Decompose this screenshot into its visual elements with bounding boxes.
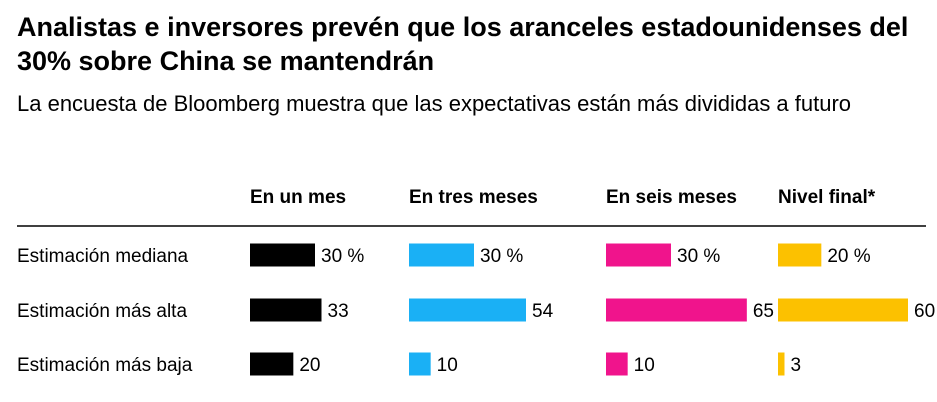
value-label-en-tres-meses-estimacion-mediana: 30 % xyxy=(480,246,523,267)
chart-subtitle: La encuesta de Bloomberg muestra que las… xyxy=(17,91,852,116)
value-label-en-un-mes-estimacion-mediana: 30 % xyxy=(321,246,364,267)
value-label-en-un-mes-estimacion-mas-baja: 20 xyxy=(299,355,320,376)
chart-title: Analistas e inversores prevén que los ar… xyxy=(17,12,909,76)
value-label-nivel-final-estimacion-mas-baja: 3 xyxy=(791,355,802,376)
value-label-en-seis-meses-estimacion-mediana: 30 % xyxy=(677,246,720,267)
bar-en-un-mes-estimacion-mediana xyxy=(250,243,315,267)
bar-en-seis-meses-estimacion-mediana xyxy=(606,243,671,267)
bar-nivel-final-estimacion-mediana xyxy=(778,243,822,267)
bar-nivel-final-estimacion-mas-baja xyxy=(778,352,785,376)
bar-en-un-mes-estimacion-mas-baja xyxy=(250,352,294,376)
bar-en-tres-meses-estimacion-mediana xyxy=(409,243,474,267)
bar-en-tres-meses-estimacion-mas-alta xyxy=(409,298,526,322)
column-header-en-seis-meses: En seis meses xyxy=(606,187,737,208)
bar-nivel-final-estimacion-mas-alta xyxy=(778,298,908,322)
value-label-en-seis-meses-estimacion-mas-baja: 10 xyxy=(634,355,655,376)
bar-en-seis-meses-estimacion-mas-alta xyxy=(606,298,747,322)
row-label-estimacion-mediana: Estimación mediana xyxy=(17,246,189,267)
row-label-estimacion-mas-alta: Estimación más alta xyxy=(17,301,187,322)
bar-en-tres-meses-estimacion-mas-baja xyxy=(409,352,431,376)
column-header-en-tres-meses: En tres meses xyxy=(409,187,538,208)
value-label-nivel-final-estimacion-mas-alta: 60 xyxy=(914,301,935,322)
row-label-estimacion-mas-baja: Estimación más baja xyxy=(17,355,193,376)
value-label-en-tres-meses-estimacion-mas-alta: 54 xyxy=(532,301,554,322)
column-header-nivel-final: Nivel final* xyxy=(778,187,876,208)
bar-en-un-mes-estimacion-mas-alta xyxy=(250,298,322,322)
tariff-bar-chart: En un mes En tres meses En seis meses Nivel… xyxy=(17,187,935,376)
value-label-en-un-mes-estimacion-mas-alta: 33 xyxy=(328,301,349,322)
value-label-en-tres-meses-estimacion-mas-baja: 10 xyxy=(437,355,458,376)
column-header-en-un-mes: En un mes xyxy=(250,187,346,208)
bar-en-seis-meses-estimacion-mas-baja xyxy=(606,352,628,376)
value-label-nivel-final-estimacion-mediana: 20 % xyxy=(827,246,870,267)
value-label-en-seis-meses-estimacion-mas-alta: 65 xyxy=(753,301,774,322)
